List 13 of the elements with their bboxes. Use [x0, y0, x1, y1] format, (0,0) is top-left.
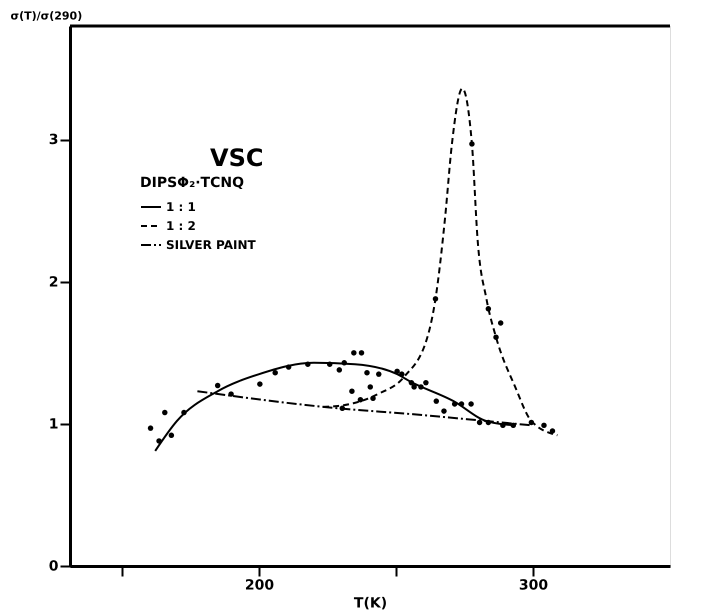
- x-tick-label: 300: [518, 578, 548, 594]
- y-tick-label: 0: [48, 558, 59, 574]
- y-tick-label: 3: [48, 132, 58, 148]
- legend-label: 1 : 1: [166, 200, 196, 214]
- x-tick-label: 200: [244, 578, 274, 594]
- legend-label: 1 : 2: [166, 219, 196, 233]
- y-axis-title: σ(T)/σ(290): [10, 10, 82, 22]
- x-axis-title: T(K): [354, 596, 388, 612]
- legend-title: DIPSΦ₂·TCNQ: [140, 175, 244, 191]
- legend-label: SILVER PAINT: [166, 238, 256, 252]
- y-tick-label: 1: [48, 416, 58, 432]
- annotation: VSC: [210, 144, 264, 172]
- y-tick-label: 2: [48, 274, 58, 290]
